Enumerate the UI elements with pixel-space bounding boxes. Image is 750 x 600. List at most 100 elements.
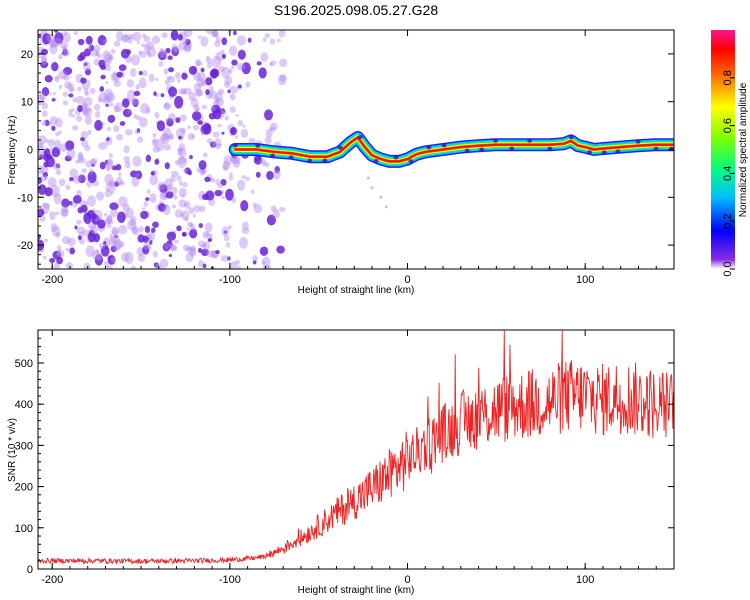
noise-blob: [200, 36, 209, 47]
noise-blob: [164, 79, 170, 86]
noise-blob: [208, 91, 218, 99]
noise-blob: [157, 51, 167, 61]
noise-blob: [113, 80, 121, 88]
noise-blob: [54, 30, 59, 33]
noise-blob: [253, 203, 263, 214]
noise-blob: [204, 77, 213, 86]
noise-blob: [105, 215, 113, 224]
noise-blob: [217, 123, 222, 128]
noise-blob: [87, 171, 97, 184]
noise-blob: [191, 111, 202, 121]
noise-blob: [132, 31, 142, 42]
ridge-edge-blob: [479, 147, 485, 152]
noise-blob: [140, 210, 149, 220]
noise-blob: [86, 180, 92, 188]
ridge-edge-blob: [509, 146, 515, 151]
noise-blob: [96, 53, 102, 59]
noise-blob: [123, 145, 130, 154]
noise-blob: [124, 251, 134, 265]
noise-blob: [51, 125, 56, 131]
noise-blob: [91, 213, 97, 220]
noise-blob: [110, 49, 116, 54]
noise-blob: [108, 55, 113, 61]
noise-blob: [146, 50, 151, 55]
noise-blob: [161, 132, 170, 145]
noise-blob: [221, 195, 225, 200]
ridge-edge-blob: [322, 158, 328, 163]
noise-blob: [115, 31, 124, 42]
noise-blob: [201, 248, 209, 257]
noise-blob: [206, 55, 210, 61]
noise-blob: [202, 122, 212, 135]
ridge-edge-blob: [527, 138, 533, 143]
noise-blob: [168, 86, 178, 97]
noise-blob: [174, 95, 184, 109]
noise-blob: [138, 225, 145, 233]
ridge-edge-blob: [615, 149, 621, 154]
noise-blob: [180, 127, 187, 134]
noise-blob: [84, 68, 91, 76]
noise-blob: [261, 260, 266, 265]
noise-blob: [269, 38, 276, 45]
noise-blob: [98, 242, 106, 249]
noise-blob: [179, 114, 187, 122]
noise-blob: [213, 30, 219, 38]
noise-blob: [245, 81, 251, 88]
y-tick-label: -20: [17, 240, 33, 252]
noise-blob: [90, 225, 98, 235]
noise-blob: [203, 241, 210, 251]
noise-blob: [138, 71, 143, 76]
noise-blob: [83, 107, 93, 117]
noise-blob: [170, 30, 179, 41]
noise-blob: [223, 155, 233, 166]
noise-blob: [104, 53, 114, 63]
noise-blob: [166, 118, 174, 127]
noise-blob: [196, 90, 204, 97]
noise-blob: [163, 102, 170, 111]
noise-blob: [155, 77, 159, 82]
noise-blob: [154, 111, 160, 119]
noise-blob: [53, 37, 63, 47]
noise-blob: [180, 212, 184, 218]
noise-blob: [205, 57, 213, 64]
noise-blob: [38, 149, 41, 153]
noise-blob: [212, 131, 220, 138]
frequency-ridge: [228, 131, 674, 168]
noise-blob: [151, 227, 156, 233]
noise-blob: [113, 181, 120, 187]
noise-blob: [215, 97, 225, 107]
snr-panel: -200 -100 0 100 0 100 200 300 400 500 Height of s…: [7, 329, 675, 596]
noise-blob: [92, 208, 96, 212]
ridge-edge-blob: [568, 135, 574, 140]
ridge-edge-blob: [668, 146, 674, 151]
noise-blob: [76, 226, 86, 235]
noise-blob: [208, 112, 216, 120]
noise-blob: [231, 197, 237, 204]
noise-blob: [200, 169, 206, 175]
noise-blob: [109, 102, 114, 107]
colorbar-label: Normalized spectral amplitude: [738, 82, 749, 217]
noise-blob: [160, 191, 168, 198]
noise-blob: [118, 64, 127, 71]
noise-blob: [62, 236, 71, 245]
noise-blob: [211, 140, 218, 147]
noise-blob: [53, 193, 62, 205]
x-tick-label: -200: [41, 274, 63, 286]
noise-blob: [255, 171, 261, 178]
noise-blob: [184, 203, 188, 206]
noise-blob: [159, 258, 169, 269]
noise-blob: [211, 30, 218, 37]
noise-blob: [130, 54, 140, 66]
noise-blob: [151, 35, 161, 44]
noise-blob: [50, 184, 60, 198]
noise-blob: [221, 66, 231, 79]
noise-blob: [115, 176, 123, 186]
noise-blob: [39, 215, 46, 222]
noise-blob: [196, 60, 203, 67]
noise-blob: [225, 188, 234, 201]
noise-blob: [178, 180, 183, 186]
noise-blob: [230, 65, 235, 70]
noise-blob: [116, 71, 123, 78]
noise-blob: [384, 205, 388, 209]
noise-blob: [80, 77, 87, 84]
